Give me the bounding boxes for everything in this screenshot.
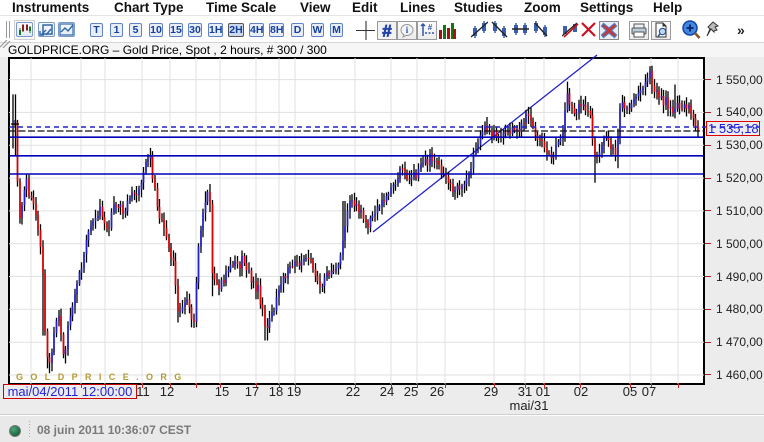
svg-text:#: #	[428, 23, 433, 32]
svg-text:#: #	[382, 22, 392, 39]
svg-text:i: i	[406, 25, 409, 35]
